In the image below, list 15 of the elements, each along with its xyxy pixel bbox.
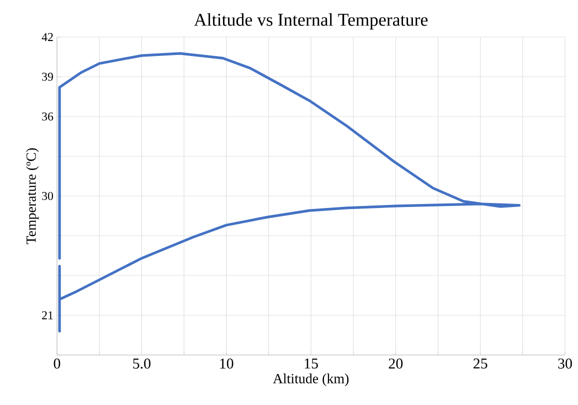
y-tick-label: 42	[42, 33, 53, 41]
x-tick-label: 0	[54, 358, 60, 369]
x-tick-label: 25	[474, 358, 488, 369]
x-tick-label: 10	[220, 358, 234, 369]
y-tick-label: 30	[42, 192, 54, 200]
x-tick-label: 5.0	[133, 358, 150, 369]
y-tick-label: 39	[42, 72, 53, 81]
x-tick-label: 20	[388, 358, 403, 369]
y-tick-label: 21	[42, 311, 53, 320]
y-axis-title: Temperature (ºC)	[26, 148, 39, 244]
x-tick-label: 15	[304, 358, 318, 369]
y-tick-label: 36	[42, 112, 54, 121]
x-axis-title: Altitude (km)	[272, 374, 349, 386]
chart-title: Altitude vs Internal Temperature	[194, 13, 428, 30]
x-tick-label: 30	[558, 358, 572, 369]
